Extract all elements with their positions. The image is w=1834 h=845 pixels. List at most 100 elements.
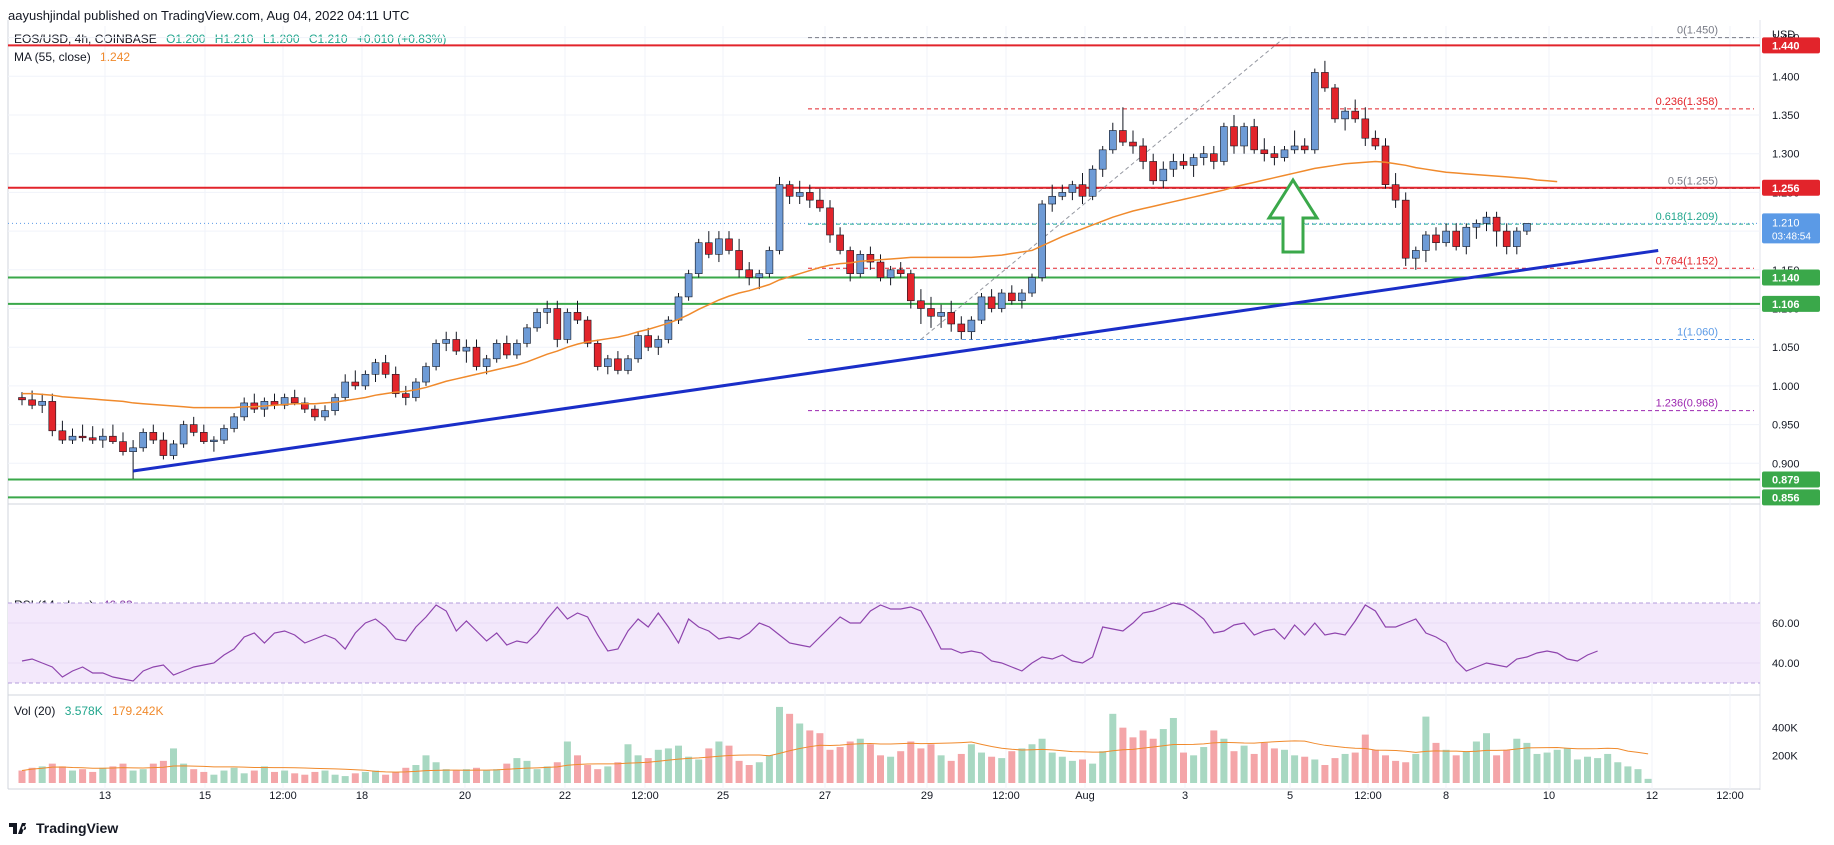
bearish-candle [1250,126,1258,151]
price-tick-label: 1.200 [1772,226,1800,238]
bearish-candle [573,312,582,321]
symbol-name[interactable]: EOS/USD, 4h, COINBASE [14,32,157,46]
volume-bar [361,771,369,783]
time-tick-label: 12:00 [1354,790,1382,802]
volume-bar [1220,738,1228,783]
bullish-candle [432,343,440,367]
tradingview-brand[interactable]: TradingView [8,820,118,836]
resistance-price-tag [1762,179,1820,196]
bearish-candle [957,323,966,333]
volume-bar [1432,742,1440,783]
bullish-candle [260,401,269,410]
bearish-candle [1007,292,1016,302]
bullish-candle [684,273,693,298]
volume-bar [1553,749,1561,783]
bearish-candle [250,402,259,410]
bearish-candle [401,393,410,398]
volume-bar [1139,730,1147,783]
bullish-candle [1018,292,1026,302]
bullish-candle [1290,145,1299,151]
bearish-candle [58,430,67,441]
bullish-candle [654,339,663,348]
bullish-candle [1482,216,1491,224]
resistance-tag-label: 1.440 [1772,40,1800,52]
tradingview-logo-icon [9,823,27,834]
time-tick-label: 20 [459,790,471,802]
countdown-label: 03:48:54 [1772,231,1811,242]
volume-bar [210,774,218,783]
time-tick-label: 29 [921,790,933,802]
volume-bar [816,733,824,783]
bearish-candle [270,401,279,406]
volume-bar [58,766,66,783]
moving-average-line [22,160,1558,409]
volume-bar [1200,747,1208,783]
volume-bar [301,774,309,783]
volume-bar [907,741,915,783]
volume-bar [1422,716,1430,783]
volume-bar [866,744,874,783]
volume-bar [170,748,177,783]
bearish-candle [472,346,481,367]
volume-bar [1311,759,1319,783]
bearish-candle [1179,161,1188,166]
volume-bar [846,741,854,783]
time-tick-label: 8 [1443,790,1449,802]
volume-bar [1089,763,1097,783]
bearish-candle [644,335,653,348]
bearish-candle [866,254,875,263]
support-price-tag [1762,295,1820,312]
bullish-candle [1472,223,1481,228]
fib-level-label: 1(1.060) [1677,326,1718,338]
bullish-candle [1341,110,1349,120]
bullish-candle [674,296,683,321]
bullish-candle [1523,223,1531,232]
volume-bar [897,751,905,783]
bullish-candle [371,362,380,375]
volume-bar [644,758,652,783]
bullish-candle [997,292,1006,309]
volume-bar [553,762,561,783]
ma-legend[interactable]: MA (55, close) 1.242 [14,50,136,64]
bullish-candle [1240,126,1248,147]
volume-bar [917,748,925,783]
rsi-legend[interactable]: RSI (14, close) 46.23 [14,598,139,612]
bullish-candle [1159,168,1168,182]
volume-bar [634,755,642,783]
bearish-candle [553,308,562,340]
volume-legend[interactable]: Vol (20) 3.578K 179.242K [14,704,169,718]
bullish-candle [1311,72,1319,151]
volume-bar [1159,729,1167,783]
time-tick-label: 12:00 [992,790,1020,802]
bullish-candle [715,238,723,255]
brand-text: TradingView [36,820,119,836]
volume-bar [1119,727,1127,783]
volume-bar [442,769,450,783]
volume-bar [927,744,935,783]
volume-bar [159,760,167,783]
volume-bar [452,770,460,783]
volume-bar [1099,751,1107,783]
volume-bar [765,755,773,783]
bearish-candle [1381,145,1390,185]
support-tag-label: 1.106 [1772,299,1800,311]
bearish-candle [725,238,733,251]
bullish-candle [634,335,642,360]
volume-bar [1402,762,1410,783]
volume-bar [503,763,511,783]
volume-bar [1644,778,1652,783]
price-tick-label: 1.250 [1772,187,1800,199]
volume-bar [786,713,794,783]
bearish-candle [1149,161,1157,182]
bullish-candle [1038,203,1046,278]
volume-bar [1513,738,1521,783]
bearish-candle [704,242,713,255]
bullish-candle [210,439,218,442]
volume-bar [1493,755,1501,783]
bearish-candle [917,300,925,309]
volume-bar [351,773,359,783]
fib-level-label: 0(1.450) [1677,25,1718,37]
time-tick-label: 15 [199,790,211,802]
support-tag-label: 1.140 [1772,273,1800,285]
bearish-candle [846,250,855,274]
